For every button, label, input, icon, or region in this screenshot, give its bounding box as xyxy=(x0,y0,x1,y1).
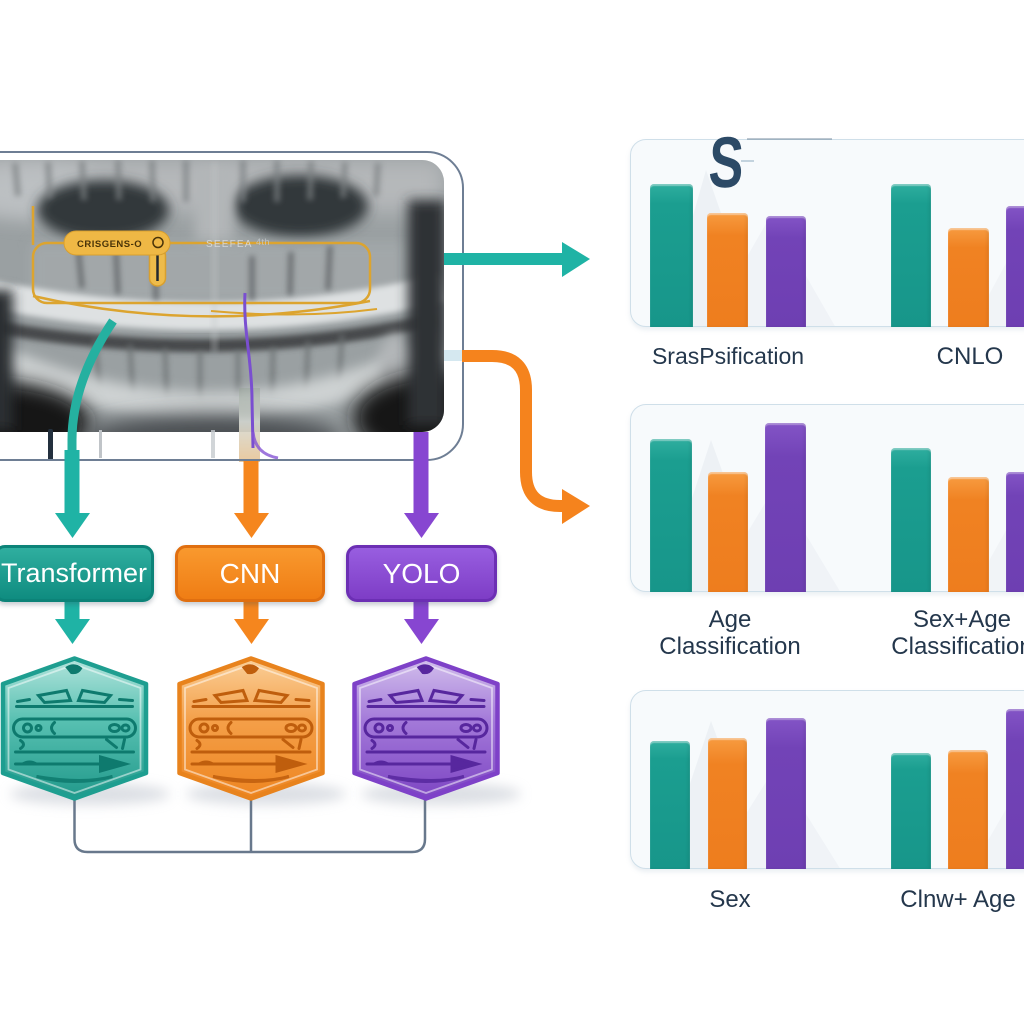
svg-text:4th: 4th xyxy=(256,237,270,247)
svg-text:CRISGENS-O: CRISGENS-O xyxy=(77,239,142,250)
svg-text:SEEFEA: SEEFEA xyxy=(206,239,253,250)
